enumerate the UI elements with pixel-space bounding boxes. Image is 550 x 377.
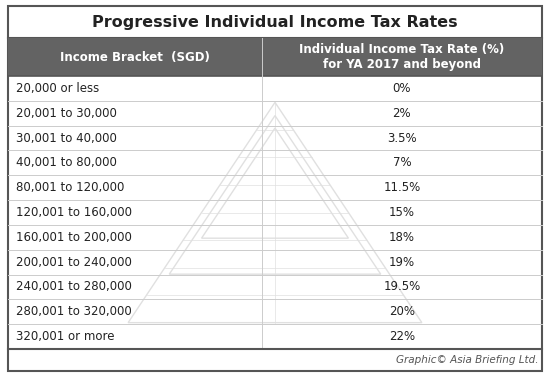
Text: 200,001 to 240,000: 200,001 to 240,000 (16, 256, 132, 269)
Text: 19.5%: 19.5% (383, 280, 420, 293)
Text: 18%: 18% (389, 231, 415, 244)
Text: 160,001 to 200,000: 160,001 to 200,000 (16, 231, 132, 244)
Text: 3.5%: 3.5% (387, 132, 417, 144)
Text: 20,001 to 30,000: 20,001 to 30,000 (16, 107, 117, 120)
Text: 20,000 or less: 20,000 or less (16, 82, 99, 95)
Text: 30,001 to 40,000: 30,001 to 40,000 (16, 132, 117, 144)
Text: 2%: 2% (393, 107, 411, 120)
Text: Individual Income Tax Rate (%)
for YA 2017 and beyond: Individual Income Tax Rate (%) for YA 20… (299, 43, 504, 71)
Text: 80,001 to 120,000: 80,001 to 120,000 (16, 181, 124, 194)
Text: 240,001 to 280,000: 240,001 to 280,000 (16, 280, 132, 293)
Bar (8, 38, 542, 76)
Text: 7%: 7% (393, 156, 411, 169)
Text: 0%: 0% (393, 82, 411, 95)
Text: 19%: 19% (389, 256, 415, 269)
Text: 320,001 or more: 320,001 or more (16, 330, 114, 343)
Text: 40,001 to 80,000: 40,001 to 80,000 (16, 156, 117, 169)
Text: 11.5%: 11.5% (383, 181, 420, 194)
Text: 15%: 15% (389, 206, 415, 219)
Text: 20%: 20% (389, 305, 415, 318)
Text: Income Bracket  (SGD): Income Bracket (SGD) (60, 51, 210, 63)
Text: 22%: 22% (389, 330, 415, 343)
Text: Progressive Individual Income Tax Rates: Progressive Individual Income Tax Rates (92, 14, 458, 29)
Text: 120,001 to 160,000: 120,001 to 160,000 (16, 206, 132, 219)
Text: 280,001 to 320,000: 280,001 to 320,000 (16, 305, 132, 318)
Text: Graphic© Asia Briefing Ltd.: Graphic© Asia Briefing Ltd. (395, 355, 538, 365)
